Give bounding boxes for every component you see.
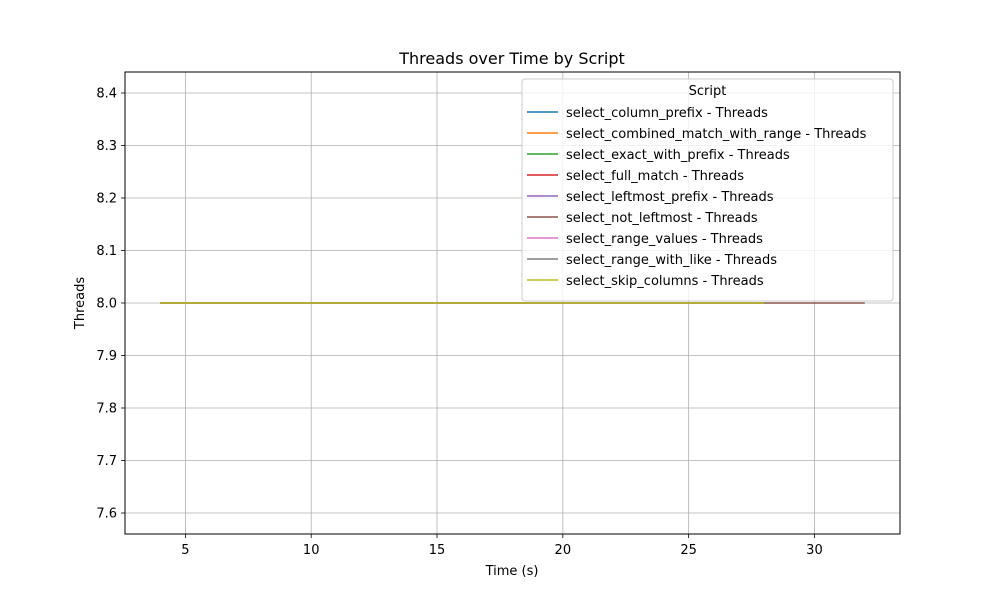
x-tick-label: 20 — [555, 543, 572, 558]
legend-entry: select_combined_match_with_range - Threa… — [566, 127, 867, 142]
y-tick-label: 8.0 — [96, 297, 117, 312]
legend-entry: select_column_prefix - Threads — [566, 106, 768, 121]
legend: Script select_column_prefix - Threads sele… — [521, 78, 894, 302]
y-axis-ticks: 7.6 7.7 7.8 7.9 8.0 8.1 8.2 8.3 8.4 — [96, 87, 125, 522]
x-tick-label: 5 — [181, 543, 189, 558]
x-axis-label: Time (s) — [485, 564, 539, 579]
legend-entry: select_leftmost_prefix - Threads — [566, 190, 774, 205]
chart-title: Threads over Time by Script — [398, 49, 625, 68]
y-tick-label: 8.2 — [96, 192, 117, 207]
x-tick-label: 10 — [303, 543, 320, 558]
legend-entry: select_full_match - Threads — [566, 169, 744, 184]
y-tick-label: 8.4 — [96, 87, 117, 102]
x-tick-label: 15 — [429, 543, 446, 558]
x-tick-label: 25 — [680, 543, 697, 558]
legend-entry: select_exact_with_prefix - Threads — [566, 148, 790, 163]
legend-entry: select_range_with_like - Threads — [566, 253, 777, 268]
x-tick-label: 30 — [806, 543, 823, 558]
y-axis-label: Threads — [73, 277, 88, 330]
y-tick-label: 8.1 — [96, 244, 117, 259]
y-tick-label: 7.9 — [96, 349, 117, 364]
y-tick-label: 7.7 — [96, 454, 117, 469]
legend-title: Script — [689, 84, 727, 99]
y-tick-label: 8.3 — [96, 139, 117, 154]
legend-entry: select_skip_columns - Threads — [566, 274, 764, 289]
legend-box — [521, 78, 894, 302]
x-axis-ticks: 5 10 15 20 25 30 — [181, 534, 823, 558]
y-tick-label: 7.6 — [96, 507, 117, 522]
legend-entry: select_not_leftmost - Threads — [566, 211, 758, 226]
y-tick-label: 7.8 — [96, 402, 117, 417]
legend-entry: select_range_values - Threads — [566, 232, 763, 247]
